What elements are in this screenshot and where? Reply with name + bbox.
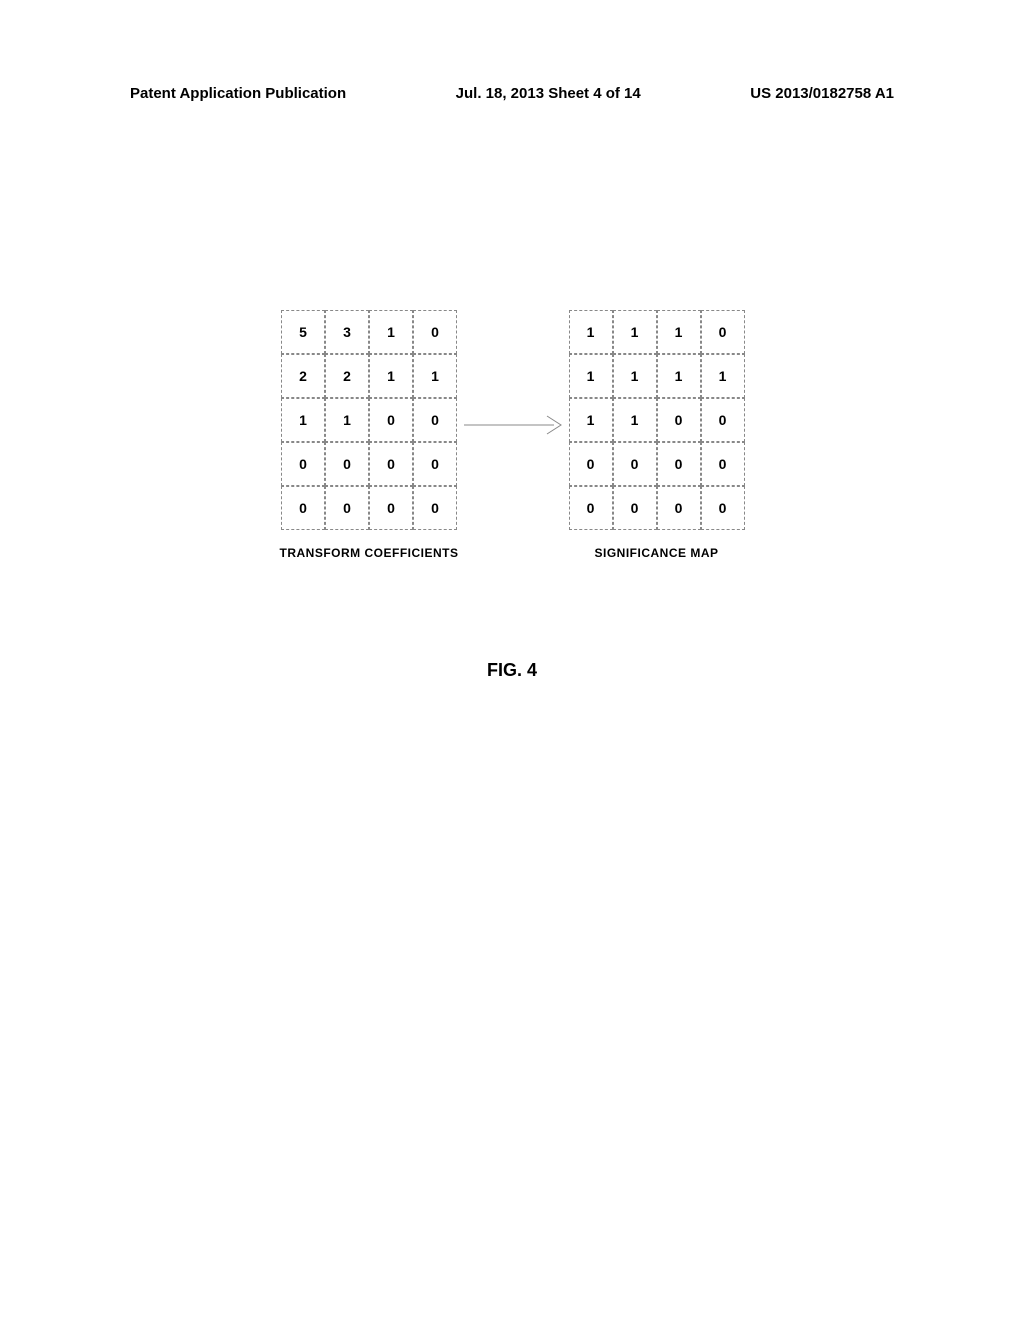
table-cell: 1 [569, 354, 613, 398]
page-header: Patent Application Publication Jul. 18, … [0, 85, 1024, 102]
table-cell: 1 [369, 354, 413, 398]
table-cell: 0 [569, 486, 613, 530]
right-table-wrapper: 1 1 1 0 1 1 1 1 1 1 0 0 0 0 0 0 0 0 0 0 … [569, 310, 745, 560]
arrow-container [459, 410, 569, 440]
table-cell: 1 [657, 310, 701, 354]
table-cell: 1 [613, 354, 657, 398]
table-cell: 1 [613, 310, 657, 354]
table-cell: 0 [657, 442, 701, 486]
table-cell: 0 [701, 398, 745, 442]
table-cell: 0 [701, 310, 745, 354]
table-cell: 1 [613, 398, 657, 442]
table-cell: 1 [701, 354, 745, 398]
table-cell: 1 [569, 398, 613, 442]
header-left: Patent Application Publication [130, 85, 346, 102]
table-cell: 0 [413, 310, 457, 354]
diagram-container: 5 3 1 0 2 2 1 1 1 1 0 0 0 0 0 0 0 0 0 0 … [0, 310, 1024, 560]
header-right: US 2013/0182758 A1 [750, 85, 894, 102]
arrow-icon [459, 410, 569, 440]
table-cell: 0 [413, 398, 457, 442]
table-cell: 0 [657, 486, 701, 530]
table-cell: 1 [281, 398, 325, 442]
table-cell: 2 [281, 354, 325, 398]
figure-label: FIG. 4 [0, 660, 1024, 681]
table-cell: 0 [325, 442, 369, 486]
right-table-caption: SIGNIFICANCE MAP [594, 546, 718, 560]
left-table-wrapper: 5 3 1 0 2 2 1 1 1 1 0 0 0 0 0 0 0 0 0 0 … [280, 310, 459, 560]
table-cell: 0 [569, 442, 613, 486]
table-cell: 0 [657, 398, 701, 442]
table-cell: 0 [701, 486, 745, 530]
table-cell: 2 [325, 354, 369, 398]
table-cell: 0 [281, 486, 325, 530]
table-cell: 0 [413, 442, 457, 486]
table-cell: 1 [413, 354, 457, 398]
left-table-caption: TRANSFORM COEFFICIENTS [280, 546, 459, 560]
table-cell: 1 [569, 310, 613, 354]
table-cell: 0 [613, 442, 657, 486]
table-cell: 0 [369, 398, 413, 442]
table-cell: 0 [325, 486, 369, 530]
transform-coefficients-table: 5 3 1 0 2 2 1 1 1 1 0 0 0 0 0 0 0 0 0 0 [281, 310, 457, 530]
table-cell: 0 [613, 486, 657, 530]
table-cell: 0 [281, 442, 325, 486]
table-cell: 3 [325, 310, 369, 354]
table-cell: 1 [325, 398, 369, 442]
table-cell: 0 [369, 442, 413, 486]
table-cell: 0 [369, 486, 413, 530]
header-center: Jul. 18, 2013 Sheet 4 of 14 [456, 85, 641, 102]
table-cell: 0 [701, 442, 745, 486]
table-cell: 1 [369, 310, 413, 354]
table-cell: 1 [657, 354, 701, 398]
table-cell: 0 [413, 486, 457, 530]
table-cell: 5 [281, 310, 325, 354]
significance-map-table: 1 1 1 0 1 1 1 1 1 1 0 0 0 0 0 0 0 0 0 0 [569, 310, 745, 530]
